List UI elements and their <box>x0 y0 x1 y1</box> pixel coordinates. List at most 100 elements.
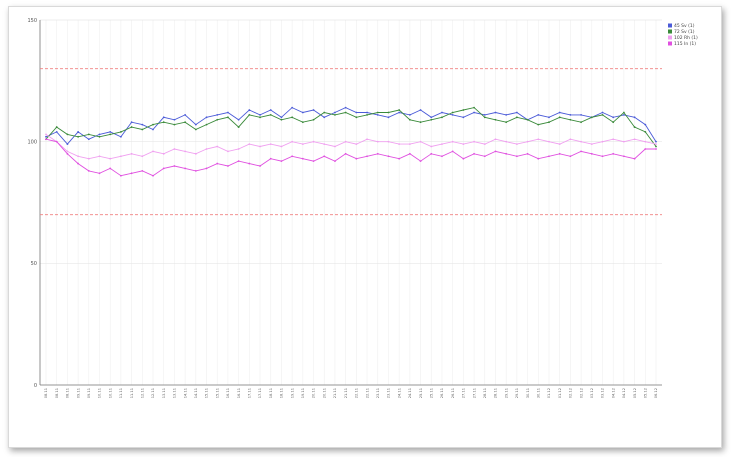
data-point <box>334 145 336 148</box>
data-point <box>408 152 411 155</box>
x-tick-label: 17.11 <box>258 388 262 398</box>
data-point <box>109 131 112 133</box>
data-point <box>184 150 187 153</box>
data-point <box>430 118 433 121</box>
data-point <box>301 111 304 114</box>
data-point <box>344 111 347 114</box>
data-point <box>344 106 347 109</box>
data-point <box>398 157 401 160</box>
data-point <box>216 145 219 148</box>
data-point <box>580 114 582 116</box>
x-tick-label: 23.11 <box>376 388 380 398</box>
data-point <box>612 116 615 119</box>
x-tick-label: 28.11 <box>483 388 487 398</box>
x-tick-label: 03.12 <box>590 388 594 398</box>
data-point <box>537 123 540 126</box>
data-point <box>441 143 443 146</box>
data-point <box>55 126 58 128</box>
x-tick-label: 12.11 <box>151 388 155 398</box>
data-point <box>130 126 133 128</box>
series-line <box>45 134 657 160</box>
data-point <box>548 116 550 119</box>
data-point <box>194 128 197 131</box>
data-point <box>526 118 529 121</box>
data-point <box>558 152 561 155</box>
data-point <box>141 169 144 172</box>
data-point <box>580 140 582 143</box>
data-point <box>291 140 294 143</box>
data-point <box>505 152 508 155</box>
data-point <box>633 126 636 128</box>
data-point <box>184 121 187 124</box>
data-point <box>505 114 508 116</box>
data-point <box>269 114 272 116</box>
data-point <box>548 121 550 124</box>
data-point <box>419 160 422 163</box>
data-point <box>408 114 411 116</box>
y-tick-label: 0 <box>34 383 37 389</box>
x-tick-label: 29.11 <box>504 388 508 398</box>
data-point <box>408 118 411 121</box>
data-point <box>644 148 647 150</box>
x-tick-label: 26.11 <box>451 388 455 398</box>
x-tick-label: 09.11 <box>87 388 91 398</box>
legend-label: 72 Sv (1) <box>674 29 695 35</box>
data-point <box>387 116 390 119</box>
x-tick-label: 08.11 <box>66 388 70 398</box>
x-tick-label: 04.12 <box>622 388 626 398</box>
data-point <box>344 152 347 155</box>
data-point <box>451 114 454 116</box>
data-point <box>505 140 508 143</box>
data-point <box>633 138 636 141</box>
data-point <box>451 111 454 114</box>
data-point <box>269 109 272 111</box>
x-tick-label: 08.11 <box>55 388 59 398</box>
data-point <box>77 131 80 133</box>
data-point <box>237 148 240 150</box>
data-point <box>141 128 144 131</box>
x-tick-label: 11.11 <box>119 388 123 398</box>
data-point <box>184 167 187 170</box>
data-point <box>387 155 390 158</box>
data-point <box>451 150 454 153</box>
data-point <box>419 121 422 124</box>
data-point <box>194 123 197 126</box>
data-point <box>98 135 101 138</box>
data-point <box>355 116 358 119</box>
data-point <box>66 150 69 153</box>
data-point <box>334 111 336 114</box>
data-point <box>162 152 165 155</box>
chart-frame <box>8 6 722 448</box>
data-point <box>98 155 101 158</box>
data-point <box>77 155 80 158</box>
data-point <box>569 155 572 158</box>
data-point <box>173 118 176 121</box>
x-tick-label: 18.11 <box>269 388 273 398</box>
x-tick-label: 09.11 <box>76 388 80 398</box>
data-point <box>505 121 508 124</box>
data-point <box>237 118 240 121</box>
series-line <box>45 107 657 145</box>
data-point <box>387 111 390 114</box>
data-point <box>323 155 326 158</box>
x-tick-label: 04.12 <box>611 388 615 398</box>
y-tick-label: 100 <box>27 139 37 145</box>
data-point <box>216 162 219 165</box>
data-point <box>494 150 497 153</box>
x-tick-label: 20.11 <box>312 388 316 398</box>
legend-label: 102 Rh (1) <box>674 35 698 41</box>
data-point <box>590 152 593 155</box>
data-point <box>301 143 304 146</box>
data-point <box>366 111 368 114</box>
data-point <box>227 116 229 119</box>
y-tick-label: 150 <box>27 18 37 24</box>
data-point <box>601 111 604 114</box>
x-tick-label: 17.11 <box>248 388 252 398</box>
x-tick-label: 14.11 <box>183 388 187 398</box>
data-point <box>537 157 540 160</box>
x-tick-label: 12.11 <box>141 388 145 398</box>
legend-swatch <box>668 23 672 28</box>
data-point <box>462 116 465 119</box>
data-point <box>87 169 90 172</box>
data-point <box>655 145 657 148</box>
